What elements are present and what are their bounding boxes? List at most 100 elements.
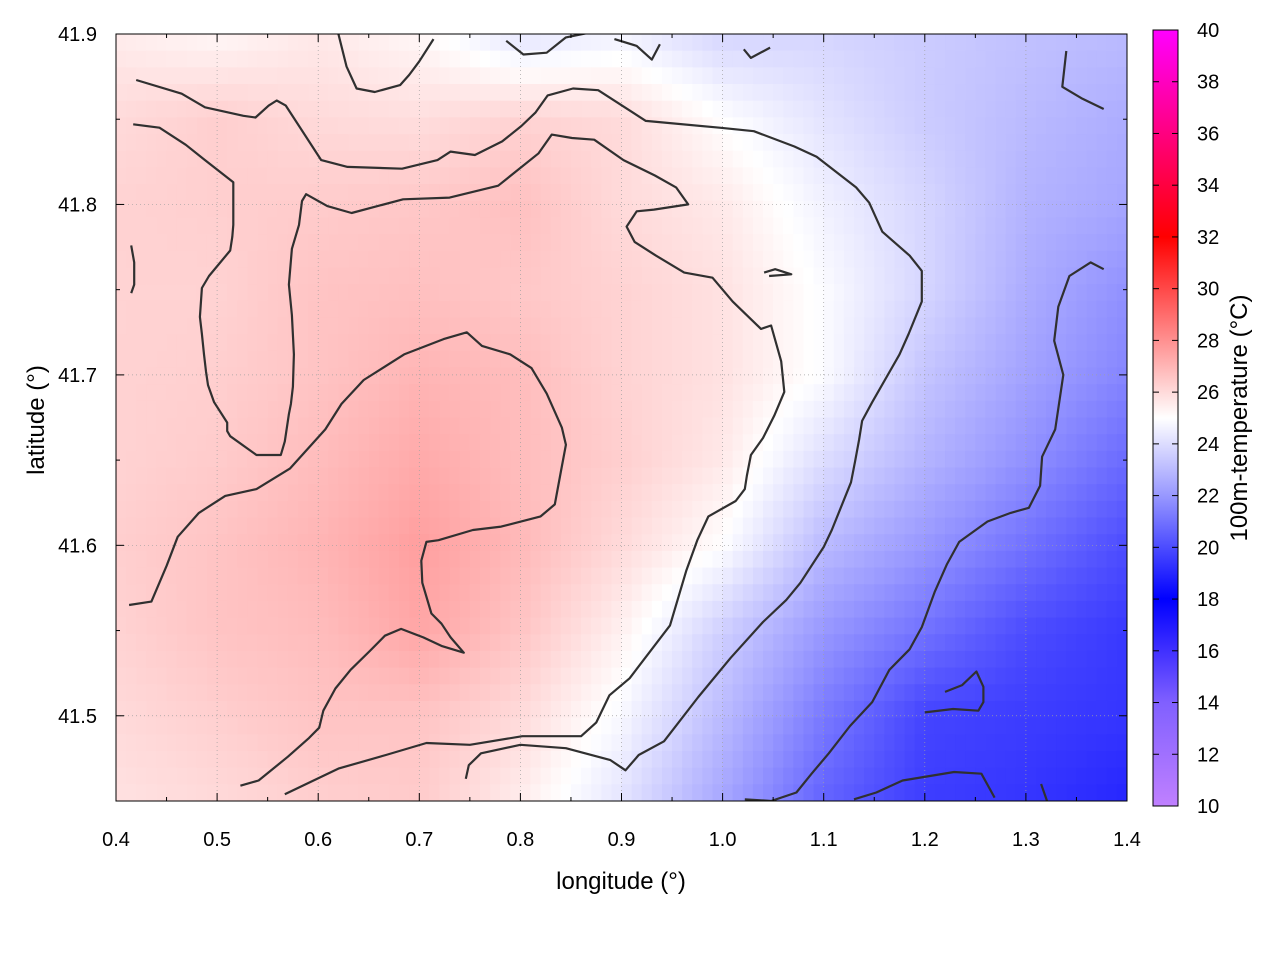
heatmap-cell: [803, 100, 815, 118]
heatmap-cell: [257, 367, 269, 385]
heatmap-cell: [985, 100, 997, 118]
heatmap-cell: [328, 100, 340, 118]
heatmap-cell: [702, 600, 714, 619]
heatmap-cell: [793, 84, 805, 102]
heatmap-cell: [924, 134, 936, 152]
heatmap-cell: [985, 84, 997, 102]
heatmap-cell: [712, 617, 724, 635]
heatmap-cell: [479, 117, 491, 135]
heatmap-cell: [186, 484, 198, 502]
heatmap-cell: [570, 567, 582, 585]
heatmap-cell: [227, 250, 238, 269]
heatmap-cell: [1116, 517, 1127, 535]
heatmap-cell: [752, 117, 764, 135]
heatmap-cell: [692, 50, 703, 68]
heatmap-cell: [1086, 117, 1098, 135]
heatmap-cell: [449, 200, 461, 219]
heatmap-cell: [257, 300, 269, 319]
heatmap-cell: [560, 67, 572, 85]
heatmap-cell: [419, 417, 431, 435]
heatmap-cell: [318, 100, 329, 118]
heatmap-cell: [843, 400, 855, 419]
heatmap-cell: [399, 767, 410, 785]
heatmap-cell: [570, 767, 582, 785]
heatmap-cell: [601, 434, 612, 452]
heatmap-cell: [217, 450, 228, 469]
heatmap-cell: [490, 467, 501, 485]
heatmap-cell: [328, 284, 340, 302]
heatmap-cell: [1076, 700, 1088, 719]
heatmap-cell: [1025, 650, 1037, 669]
heatmap-cell: [1106, 317, 1118, 335]
heatmap-cell: [884, 767, 896, 785]
heatmap-cell: [904, 400, 916, 419]
heatmap-cell: [783, 650, 794, 669]
heatmap-cell: [823, 67, 835, 85]
heatmap-cell: [864, 600, 875, 619]
heatmap-cell: [581, 117, 592, 135]
heatmap-cell: [955, 567, 966, 585]
heatmap-cell: [479, 167, 491, 185]
heatmap-cell: [116, 300, 127, 319]
heatmap-cell: [257, 350, 269, 369]
heatmap-cell: [146, 67, 158, 85]
heatmap-cell: [661, 300, 673, 319]
heatmap-cell: [995, 417, 1007, 435]
heatmap-cell: [1106, 750, 1118, 769]
heatmap-cell: [904, 550, 916, 569]
heatmap-cell: [479, 534, 491, 552]
heatmap-cell: [550, 117, 562, 135]
heatmap-cell: [631, 84, 643, 102]
heatmap-cell: [854, 534, 865, 552]
heatmap-cell: [308, 567, 319, 585]
heatmap-cell: [904, 100, 916, 118]
heatmap-cell: [752, 100, 764, 118]
heatmap-cell: [581, 634, 592, 652]
heatmap-cell: [1066, 334, 1078, 352]
heatmap-cell: [490, 350, 501, 369]
heatmap-cell: [510, 117, 521, 135]
heatmap-cell: [500, 450, 511, 469]
heatmap-cell: [277, 284, 289, 302]
heatmap-cell: [368, 250, 380, 269]
heatmap-cell: [196, 400, 208, 419]
heatmap-cell: [924, 317, 936, 335]
heatmap-cell: [601, 134, 612, 152]
heatmap-cell: [126, 767, 137, 785]
heatmap-cell: [823, 334, 835, 352]
heatmap-cell: [591, 300, 602, 319]
heatmap-cell: [722, 250, 734, 269]
heatmap-cell: [813, 350, 825, 369]
heatmap-cell: [267, 184, 279, 202]
heatmap-cell: [469, 250, 481, 269]
heatmap-cell: [469, 484, 481, 502]
heatmap-cell: [540, 217, 552, 235]
heatmap-cell: [490, 217, 501, 235]
heatmap-cell: [247, 584, 259, 602]
heatmap-cell: [247, 434, 259, 452]
heatmap-cell: [591, 484, 602, 502]
heatmap-cell: [924, 34, 936, 52]
heatmap-cell: [823, 500, 835, 519]
heatmap-cell: [560, 367, 572, 385]
heatmap-cell: [399, 250, 410, 269]
heatmap-cell: [702, 84, 714, 102]
heatmap-cell: [550, 667, 562, 685]
heatmap-cell: [1106, 84, 1118, 102]
heatmap-cell: [752, 150, 764, 168]
heatmap-cell: [469, 434, 481, 452]
heatmap-cell: [601, 117, 612, 135]
heatmap-cell: [116, 84, 127, 102]
heatmap-cell: [297, 100, 309, 118]
heatmap-cell: [520, 34, 532, 52]
heatmap-cell: [1096, 467, 1108, 485]
heatmap-cell: [570, 750, 582, 769]
heatmap-cell: [267, 367, 279, 385]
heatmap-cell: [429, 584, 441, 602]
heatmap-cell: [176, 50, 188, 68]
heatmap-cell: [975, 584, 987, 602]
heatmap-cell: [763, 200, 774, 219]
heatmap-cell: [621, 500, 633, 519]
heatmap-cell: [682, 317, 693, 335]
heatmap-cell: [1096, 750, 1108, 769]
